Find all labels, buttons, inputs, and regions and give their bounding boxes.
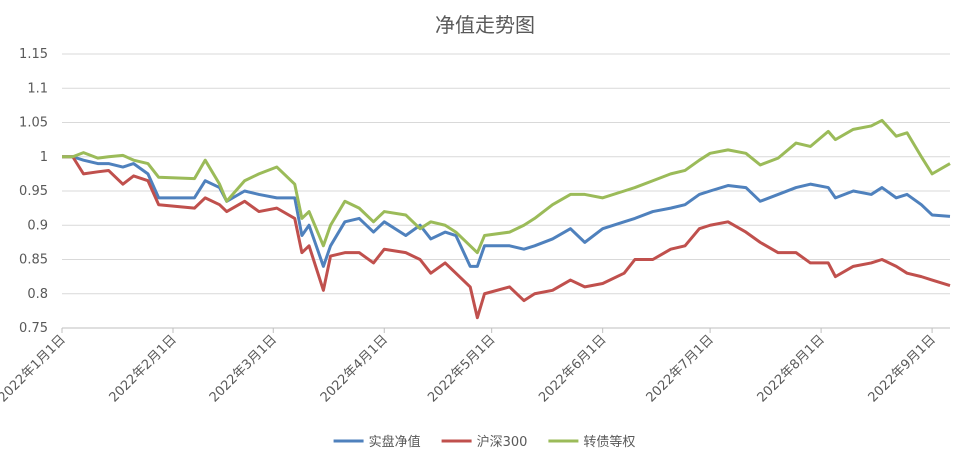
series-line [62, 155, 951, 320]
y-tick-label: 1.05 [19, 116, 48, 131]
y-tick-label: 1.15 [19, 47, 48, 62]
series-line [62, 118, 951, 255]
legend-label: 实盘净值 [369, 434, 421, 450]
series-line [62, 155, 951, 268]
y-tick-label: 0.95 [19, 184, 48, 199]
y-tick-label: 0.75 [19, 321, 48, 336]
y-tick-label: 0.85 [19, 253, 48, 268]
chart-title: 净值走势图 [435, 13, 535, 37]
legend-label: 转债等权 [583, 434, 635, 450]
y-tick-label: 1.1 [27, 81, 48, 96]
y-tick-label: 0.9 [27, 218, 48, 233]
legend-label: 沪深300 [477, 434, 528, 450]
y-tick-label: 0.8 [27, 287, 48, 302]
y-tick-label: 1 [40, 150, 48, 165]
